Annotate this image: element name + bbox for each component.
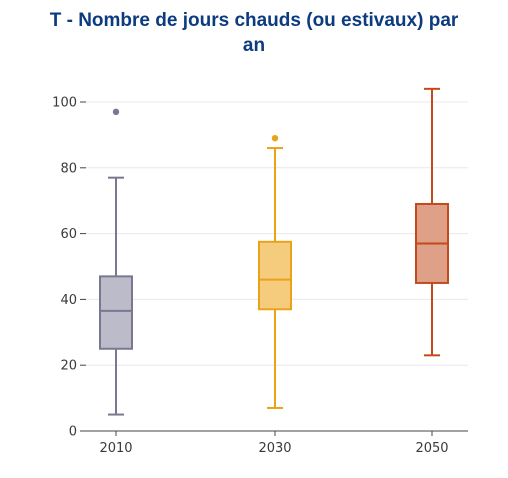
- box-2030-outlier-0: [271, 134, 279, 142]
- y-tick-label-0: 0: [69, 425, 77, 440]
- x-tick-label-2030: 2030: [258, 441, 291, 456]
- chart-title: T - Nombre de jours chauds (ou estivaux)…: [0, 8, 508, 58]
- y-tick-label-80: 80: [60, 161, 77, 176]
- y-tick-label-20: 20: [60, 359, 77, 374]
- chart-title-line-1: T - Nombre de jours chauds (ou estivaux)…: [49, 10, 459, 31]
- box-2010-iqr: [99, 275, 133, 350]
- y-tick-label-60: 60: [60, 227, 77, 242]
- chart-title-line-2: an: [242, 35, 266, 56]
- box-2010-outlier-0: [112, 108, 120, 116]
- y-tick-label-100: 100: [52, 96, 77, 111]
- y-tick-label-40: 40: [60, 293, 77, 308]
- x-tick-label-2050: 2050: [415, 441, 448, 456]
- box-2030-iqr: [258, 240, 292, 311]
- x-tick-label-2010: 2010: [99, 441, 132, 456]
